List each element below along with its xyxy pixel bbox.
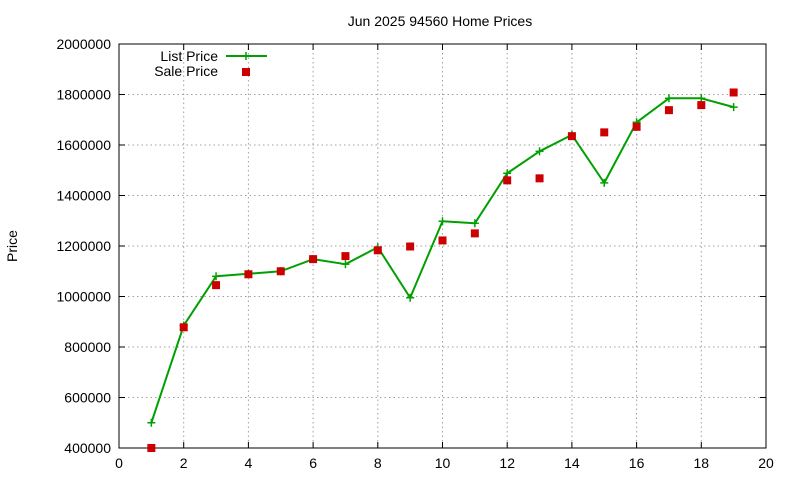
sale-price-point: [664, 106, 673, 115]
list-price-point: [664, 94, 673, 103]
list-price-point: [697, 94, 706, 103]
x-tick-label: 16: [629, 455, 645, 471]
legend-marker: [242, 52, 250, 60]
x-tick-label: 8: [374, 455, 382, 471]
list-price-point: [212, 272, 221, 281]
list-price-point: [535, 147, 544, 156]
y-tick-label: 1200000: [56, 238, 111, 254]
series: [147, 88, 738, 452]
x-tick-label: 0: [115, 455, 123, 471]
x-tick-label: 10: [435, 455, 451, 471]
sale-price-point: [406, 242, 415, 251]
sale-price-point: [276, 267, 285, 276]
sale-price-point: [373, 246, 382, 255]
y-tick-label: 1000000: [56, 289, 111, 305]
x-axis: 0 2 4 6 8 10 12 14 16 18 20: [115, 44, 774, 471]
x-tick-label: 4: [245, 455, 253, 471]
sale-price-point: [147, 444, 156, 452]
y-tick-label: 1600000: [56, 137, 111, 153]
x-tick-label: 12: [499, 455, 515, 471]
chart-title: Jun 2025 94560 Home Prices: [348, 13, 532, 29]
sale-price-point: [341, 252, 350, 261]
list-price-point: [341, 260, 350, 269]
x-tick-label: 14: [564, 455, 580, 471]
sale-price-point: [697, 101, 706, 110]
y-tick-label: 2000000: [56, 36, 111, 52]
y-tick-label: 400000: [64, 440, 111, 456]
sale-price-point: [567, 132, 576, 141]
sale-price-point: [470, 229, 479, 238]
sale-price-point: [503, 176, 512, 185]
sale-price-point: [309, 255, 318, 264]
list-price-point: [438, 217, 447, 226]
sale-price-point: [179, 323, 188, 332]
list-price-point: [147, 418, 156, 427]
sale-price-point: [600, 128, 609, 137]
y-tick-label: 1400000: [56, 188, 111, 204]
list-price-point: [503, 169, 512, 178]
x-tick-label: 2: [180, 455, 188, 471]
legend-marker: [242, 68, 250, 76]
series-1: [147, 88, 738, 452]
sale-price-point: [535, 174, 544, 183]
list-price-point: [600, 178, 609, 187]
list-price-point: [470, 219, 479, 228]
y-tick-label: 800000: [64, 339, 111, 355]
y-tick-label: 600000: [64, 390, 111, 406]
sale-price-point: [438, 236, 447, 245]
legend-label: Sale Price: [154, 63, 218, 79]
list-price-point: [729, 103, 738, 112]
y-axis-label: Price: [4, 230, 20, 262]
list-price-point: [406, 293, 415, 302]
sale-price-point: [632, 122, 641, 131]
sale-price-point: [212, 281, 221, 290]
sale-price-point: [244, 270, 253, 279]
legend-label: List Price: [160, 48, 218, 64]
sale-price-point: [729, 88, 738, 97]
y-axis: 400000 600000 800000 1000000 1200000 1400000 1…: [56, 36, 766, 456]
x-tick-label: 18: [694, 455, 710, 471]
y-tick-label: 1800000: [56, 87, 111, 103]
x-tick-label: 20: [758, 455, 774, 471]
grid: [119, 44, 766, 448]
x-tick-label: 6: [309, 455, 317, 471]
